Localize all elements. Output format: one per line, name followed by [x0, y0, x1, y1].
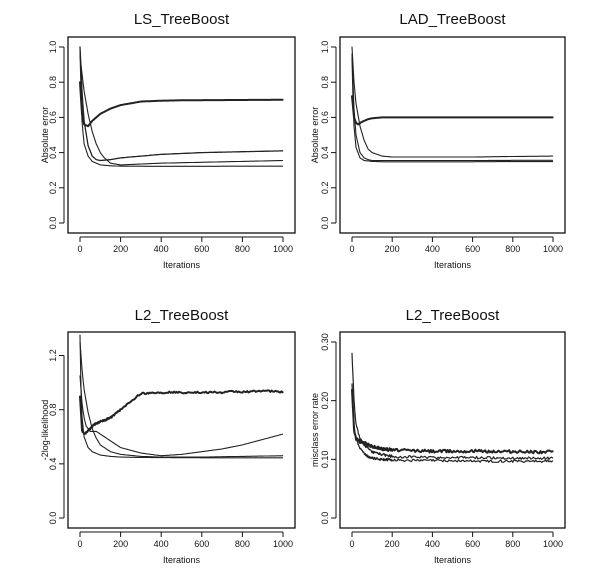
x-tick-label: 400 — [425, 539, 440, 549]
plot-frame — [339, 331, 566, 529]
y-tick-label: 0.2 — [48, 182, 58, 195]
series-line — [351, 388, 554, 455]
x-tick-label: 800 — [505, 244, 520, 254]
y-tick-label: 1.0 — [320, 41, 330, 54]
y-axis-label: Absolute error — [310, 107, 320, 164]
series-line — [79, 375, 284, 457]
y-tick-label: 0.0 — [320, 217, 330, 230]
x-tick-label: 800 — [235, 539, 250, 549]
y-tick-label: 0.6 — [48, 111, 58, 124]
y-axis-label: -2log-likelihood — [40, 400, 50, 461]
series-line — [351, 383, 554, 463]
series-line — [351, 57, 554, 163]
chart-panel-3: L2_TreeBoost 0 200 400 600 800 1000 Iterations 0… — [40, 307, 296, 565]
chart-panel-1: LS_TreeBoost 0 200 400 600 800 1000 Iterations 0… — [40, 11, 296, 270]
x-tick-label: 200 — [113, 539, 128, 549]
y-tick-label: 0.4 — [48, 458, 58, 471]
y-tick-label: 0.6 — [320, 111, 330, 124]
y-tick-label: 0.30 — [320, 333, 330, 351]
x-tick-label: 400 — [425, 244, 440, 254]
y-axis-label: misclass error rate — [310, 393, 320, 467]
y-tick-label: 1.2 — [48, 349, 58, 362]
y-tick-label: 0.8 — [48, 76, 58, 89]
y-axis-label: Absolute error — [40, 107, 50, 164]
chart-panel-2: LAD_TreeBoost 0 200 400 600 800 1000 Iterations… — [310, 11, 566, 270]
series-line — [79, 341, 284, 458]
x-tick-label: 800 — [235, 244, 250, 254]
chart-panel-4: L2_TreeBoost 0 200 400 600 800 1000 Iterations 0… — [310, 307, 566, 565]
y-tick-label: 0.2 — [320, 182, 330, 195]
series-line — [351, 352, 554, 460]
chart-title: LS_TreeBoost — [134, 11, 230, 28]
plot-frame — [67, 331, 296, 529]
x-tick-label: 0 — [349, 539, 354, 549]
x-axis-label: Iterations — [434, 555, 472, 565]
x-tick-label: 0 — [77, 244, 82, 254]
series-line — [351, 46, 554, 158]
plot-frame — [339, 36, 566, 234]
series-line — [79, 334, 284, 459]
chart-title: L2_TreeBoost — [135, 307, 230, 324]
x-tick-label: 600 — [194, 244, 209, 254]
chart-title: LAD_TreeBoost — [399, 11, 506, 28]
y-tick-label: 0.8 — [320, 76, 330, 89]
plot-frame — [67, 36, 296, 234]
y-tick-label: 0.10 — [320, 451, 330, 469]
x-tick-label: 0 — [349, 244, 354, 254]
x-tick-label: 400 — [154, 244, 169, 254]
x-tick-label: 1000 — [273, 244, 293, 254]
x-axis-label: Iterations — [434, 260, 472, 270]
series-line — [351, 95, 554, 126]
x-tick-label: 200 — [113, 244, 128, 254]
series-line — [79, 46, 284, 162]
y-tick-label: 0.8 — [48, 403, 58, 416]
x-axis-label: Iterations — [163, 555, 201, 565]
x-tick-label: 200 — [385, 539, 400, 549]
x-tick-label: 0 — [77, 539, 82, 549]
chart-title: L2_TreeBoost — [406, 307, 501, 324]
x-tick-label: 600 — [465, 244, 480, 254]
y-tick-label: 0.4 — [320, 146, 330, 159]
series-line — [79, 389, 284, 435]
series-line — [79, 55, 284, 166]
series-line — [79, 81, 284, 128]
y-tick-label: 1.0 — [48, 41, 58, 54]
x-tick-label: 600 — [465, 539, 480, 549]
y-tick-label: 0.0 — [320, 512, 330, 525]
y-tick-label: 0.0 — [48, 512, 58, 525]
x-axis-label: Iterations — [163, 260, 201, 270]
y-tick-label: 0.0 — [48, 217, 58, 230]
x-tick-label: 800 — [505, 539, 520, 549]
series-line — [79, 49, 284, 167]
x-tick-label: 1000 — [273, 539, 293, 549]
x-tick-label: 400 — [154, 539, 169, 549]
y-tick-label: 0.4 — [48, 146, 58, 159]
x-tick-label: 200 — [385, 244, 400, 254]
x-tick-label: 1000 — [543, 244, 563, 254]
series-line — [351, 53, 554, 162]
x-tick-label: 1000 — [543, 539, 563, 549]
x-tick-label: 600 — [194, 539, 209, 549]
y-tick-label: 0.20 — [320, 392, 330, 410]
